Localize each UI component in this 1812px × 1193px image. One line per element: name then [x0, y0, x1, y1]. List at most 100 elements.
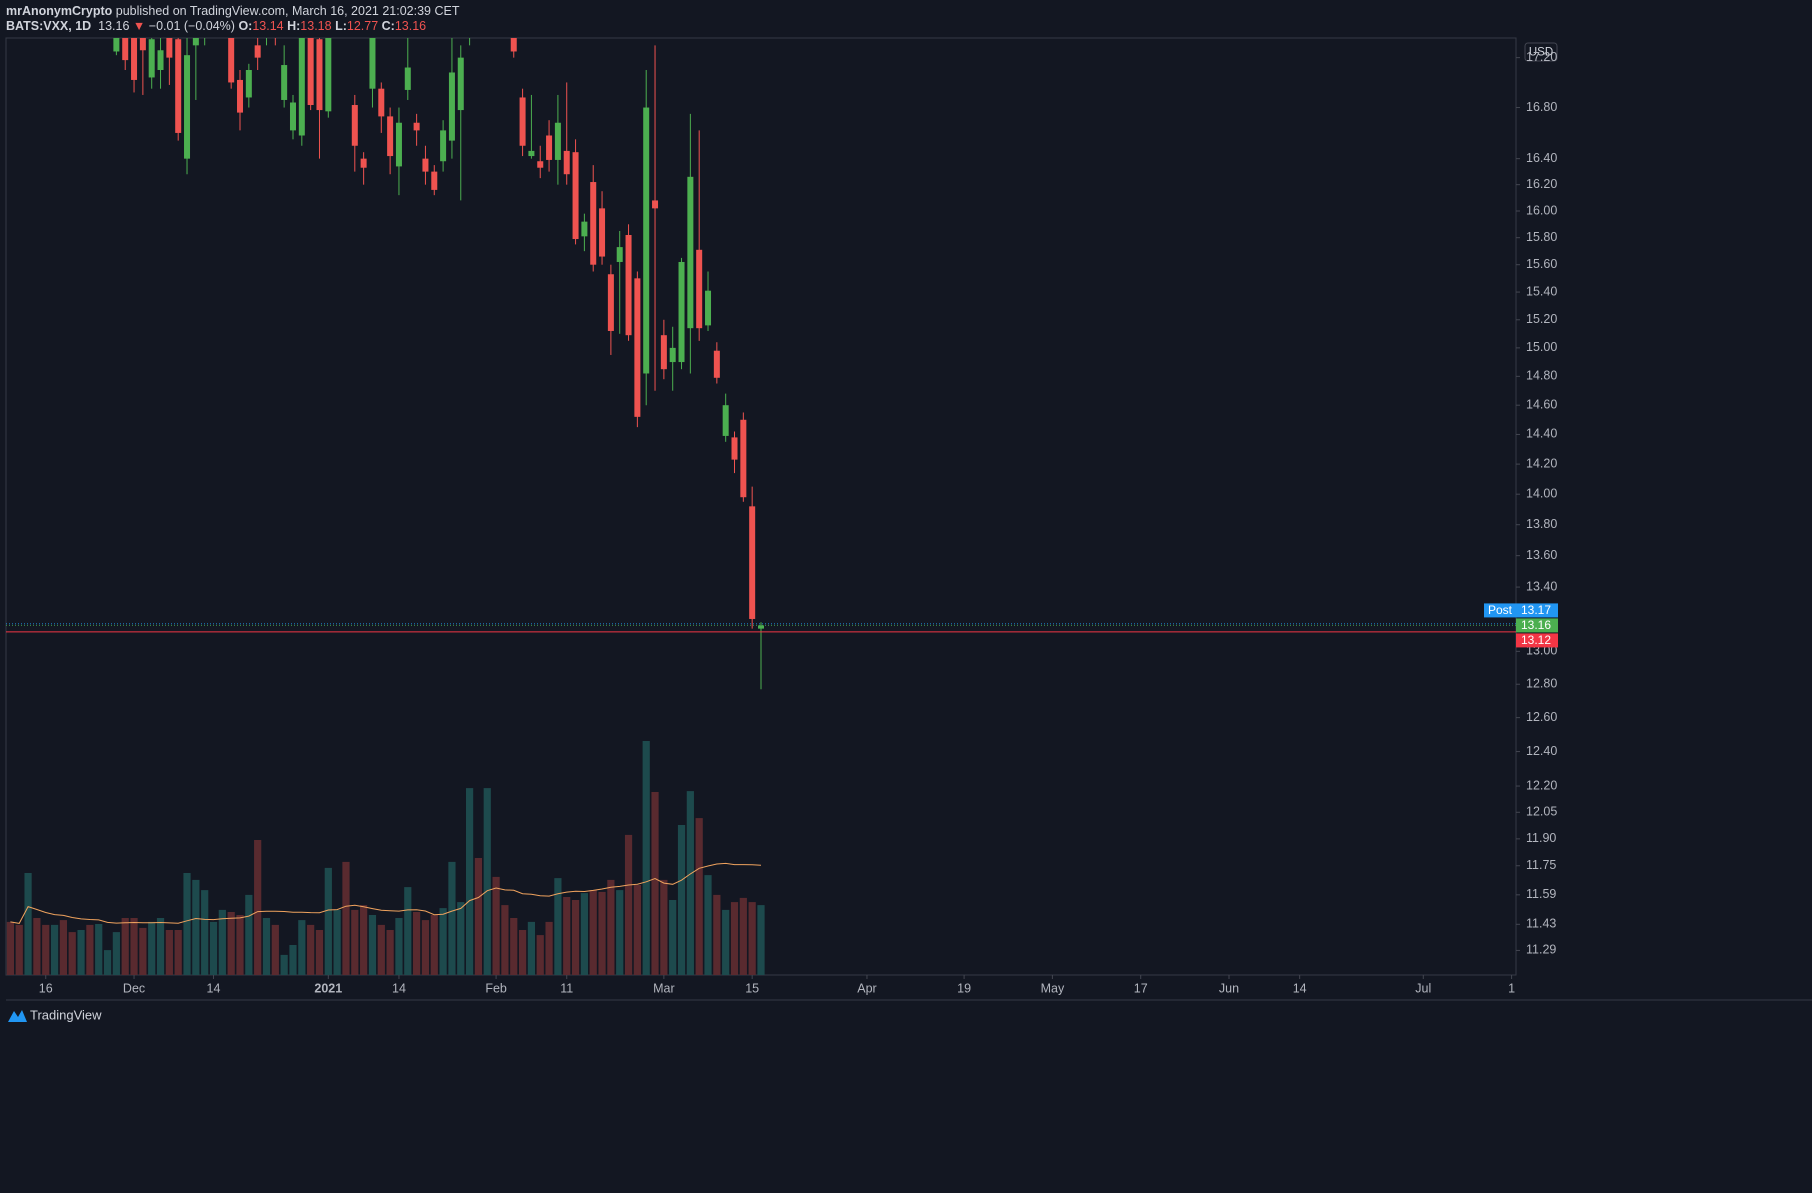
candle-body — [475, 9, 481, 21]
candle-body — [139, 38, 146, 51]
x-tick-label: Jun — [1219, 981, 1239, 995]
candle-body — [484, 0, 490, 21]
x-tick-label: Dec — [123, 981, 145, 995]
volume-bar — [351, 909, 359, 975]
volume-bar — [713, 894, 721, 975]
y-tick-label: 16.40 — [1526, 151, 1557, 165]
candle-body — [131, 38, 138, 80]
volume-bar — [59, 920, 67, 975]
y-tick-label: 12.05 — [1526, 805, 1557, 819]
volume-bar — [571, 900, 580, 975]
y-tick-label: 15.00 — [1526, 340, 1557, 354]
candle-body — [502, 9, 508, 27]
post-tag — [1484, 603, 1516, 618]
volume-bar — [271, 924, 279, 975]
y-tick-label: 13.60 — [1526, 548, 1557, 562]
candle-body — [634, 278, 641, 417]
volume-bar — [518, 930, 527, 975]
candle-body — [237, 79, 244, 113]
volume-bar — [483, 788, 491, 975]
y-tick-label: 13.40 — [1526, 579, 1557, 593]
volume-bar — [501, 905, 509, 975]
x-tick-label: 14 — [207, 981, 221, 995]
volume-bar — [421, 920, 430, 975]
volume-bar — [254, 840, 262, 975]
volume-bar — [33, 918, 41, 975]
volume-bar — [677, 825, 686, 975]
candle-body — [448, 72, 455, 141]
currency-box[interactable] — [1524, 42, 1558, 62]
volume-bar — [342, 861, 350, 975]
volume-bar — [563, 897, 571, 975]
y-tick-label: 17.20 — [1526, 50, 1557, 64]
candle-body — [457, 57, 464, 111]
candle-body — [757, 625, 765, 629]
candle-body — [175, 39, 182, 133]
y-tick-label: 11.90 — [1526, 831, 1556, 845]
volume-bar — [395, 918, 403, 975]
volume-bar — [722, 909, 730, 975]
x-tick-label: 14 — [392, 981, 406, 995]
candle-body — [228, 38, 235, 83]
volume-bar — [324, 867, 332, 975]
y-tick-label: 15.20 — [1526, 312, 1557, 326]
brand: TradingView — [30, 1007, 102, 1022]
volume-bar — [430, 915, 438, 975]
candle-body — [581, 221, 588, 237]
volume-bar — [42, 924, 50, 975]
candle-body — [263, 21, 269, 33]
y-tick-label: 14.20 — [1526, 456, 1557, 470]
candle-body — [467, 9, 473, 33]
price-tag — [1516, 603, 1558, 618]
volume-bar — [695, 818, 703, 975]
candle-body — [184, 55, 191, 159]
candle-body — [325, 38, 332, 112]
volume-bar — [77, 930, 85, 975]
volume-bar — [748, 902, 756, 975]
volume-bar — [24, 873, 32, 975]
volume-ma — [10, 862, 762, 924]
h-label: H: — [287, 19, 301, 33]
candle-body — [510, 38, 517, 52]
volume-bar — [333, 909, 341, 975]
price-tag-label: 13.12 — [1521, 633, 1551, 647]
volume-bar — [669, 900, 677, 975]
volume-bar — [730, 902, 739, 975]
candle-body — [192, 38, 199, 46]
candle-body — [563, 150, 570, 175]
volume-bar — [6, 921, 15, 975]
volume-bar — [739, 897, 747, 975]
volume-bar — [448, 861, 456, 975]
candle-body — [289, 102, 296, 131]
candle-body — [148, 39, 155, 78]
x-tick-label: 17 — [1134, 981, 1148, 995]
y-tick-label: 12.60 — [1526, 710, 1557, 724]
y-tick-label: 16.00 — [1526, 203, 1557, 217]
volume-bar — [139, 927, 147, 975]
last: 13.16 — [98, 19, 130, 33]
volume-bar — [404, 887, 412, 975]
y-tick-label: 13.80 — [1526, 517, 1557, 531]
published: published on TradingView.com, March 16, … — [112, 4, 460, 18]
y-tick-label: 14.40 — [1526, 427, 1557, 441]
header: mrAnonymCrypto published on TradingView.… — [6, 4, 459, 34]
candle-body — [245, 70, 252, 98]
volume-bar — [227, 912, 235, 975]
volume-bar — [280, 954, 288, 975]
candle-body — [705, 290, 712, 326]
x-tick-label: 1 — [1508, 981, 1515, 995]
candle-body — [652, 200, 659, 209]
volume-bar — [492, 876, 500, 975]
candle-body — [298, 38, 305, 136]
candle-body — [440, 130, 447, 162]
volume-bar — [15, 924, 23, 975]
volume-bar — [377, 924, 385, 975]
quote-line: BATS:VXX, 1D 13.16 ▼ −0.01 (−0.04%) O:13… — [6, 19, 459, 34]
y-tick-label: 14.00 — [1526, 486, 1557, 500]
h-value: 13.18 — [300, 19, 332, 33]
volume-bar — [289, 945, 297, 975]
price-tag-label: 13.17 — [1521, 603, 1551, 617]
x-tick-label: 16 — [39, 981, 53, 995]
x-tick-label: Apr — [857, 981, 876, 995]
volume-bar — [130, 918, 138, 975]
